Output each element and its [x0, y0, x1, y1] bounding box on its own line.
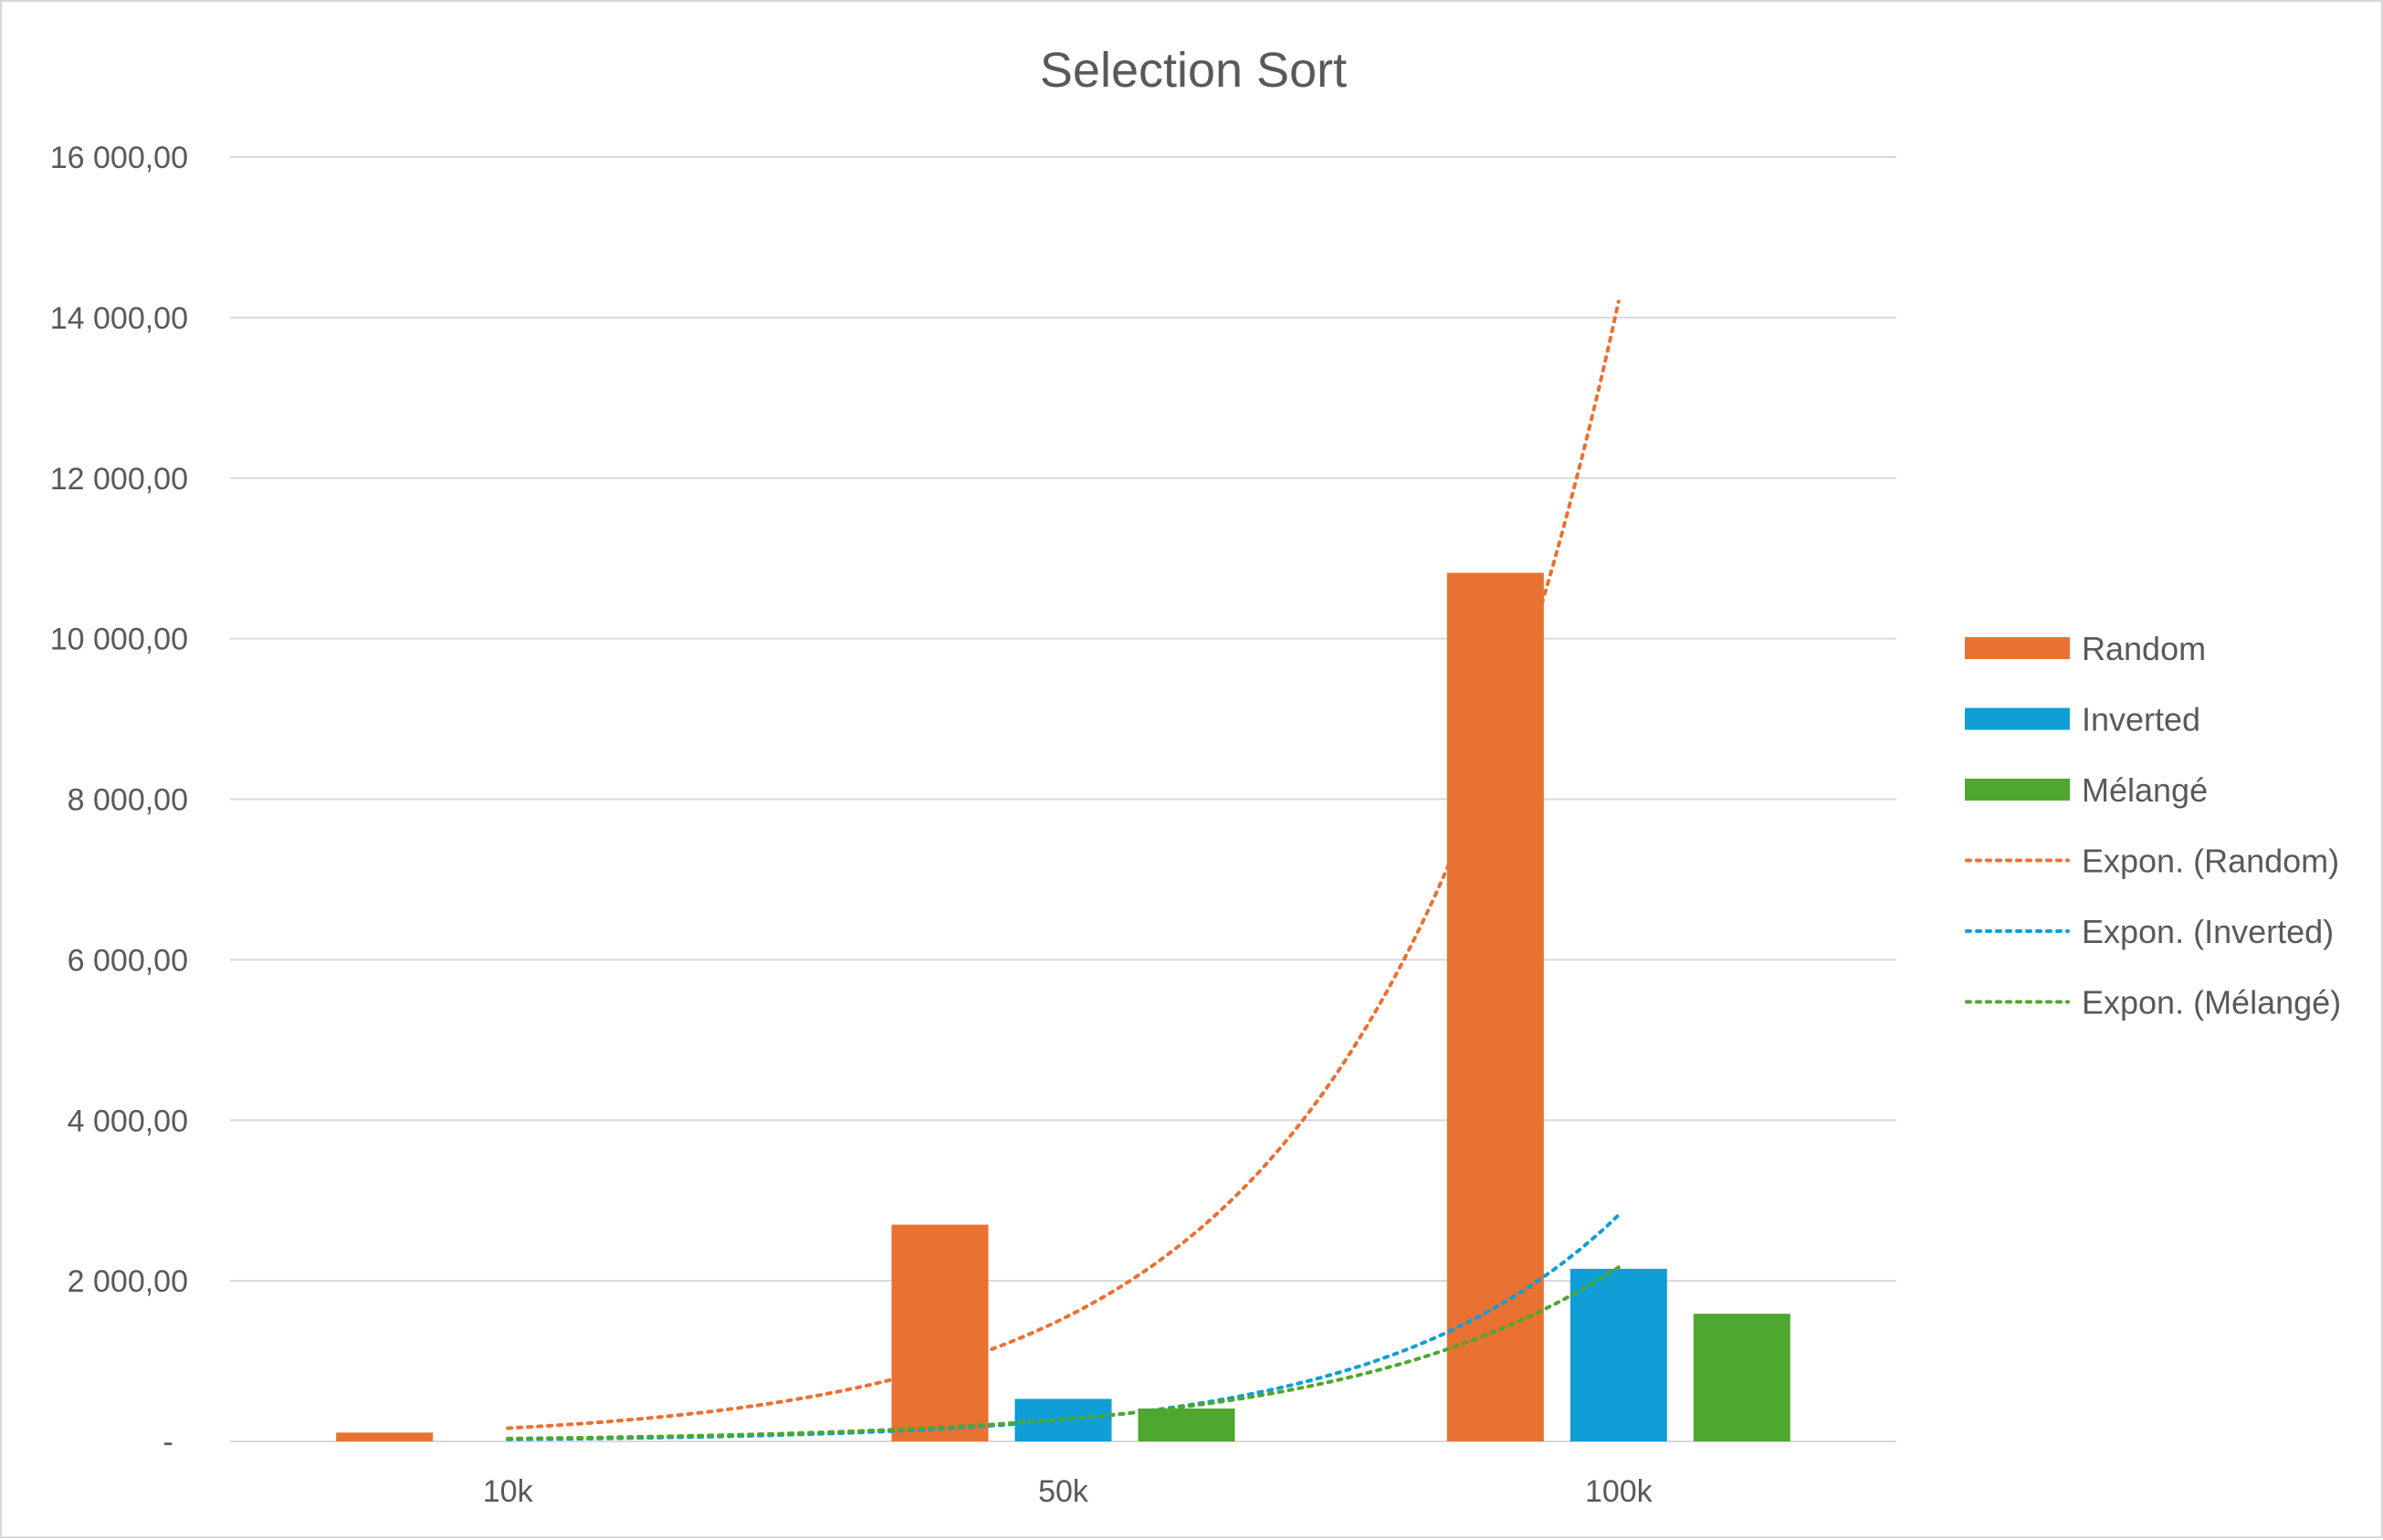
x-tick-label: 50k: [1038, 1474, 1089, 1509]
y-tick-label: 4 000,00: [68, 1104, 188, 1138]
bar-random-10k: [336, 1432, 434, 1441]
legend-swatch-2: [1965, 779, 2070, 801]
bars: [336, 572, 1790, 1441]
gridlines: [230, 156, 1896, 1442]
trendlines: [506, 299, 1621, 1441]
trendline-2: [506, 1265, 1621, 1440]
legend-label: Expon. (Mélangé): [2082, 984, 2341, 1021]
y-tick-label: 6 000,00: [68, 943, 188, 978]
y-tick-label: 10 000,00: [50, 623, 188, 657]
bar-m-lang--100k: [1693, 1314, 1790, 1441]
legend-label: Expon. (Random): [2082, 843, 2339, 880]
legend-label: Inverted: [2082, 701, 2200, 739]
y-tick-label: 16 000,00: [50, 141, 188, 175]
y-tick-label: -: [163, 1425, 173, 1460]
bar-m-lang--50k: [1138, 1408, 1235, 1441]
bar-random-50k: [891, 1224, 989, 1441]
legend-swatch-1: [1965, 707, 2070, 730]
y-tick-label: 12 000,00: [50, 462, 188, 497]
x-tick-label: 10k: [483, 1474, 534, 1509]
legend-swatch-0: [1965, 637, 2070, 659]
y-tick-label: 14 000,00: [50, 301, 188, 336]
y-tick-label: 8 000,00: [68, 783, 188, 818]
y-tick-label: 2 000,00: [68, 1264, 188, 1299]
x-tick-label: 100k: [1585, 1474, 1653, 1509]
legend-label: Random: [2082, 630, 2206, 667]
trendline-0: [506, 299, 1621, 1430]
chart-title: Selection Sort: [1040, 43, 1347, 98]
x-axis-tick-labels: 10k 50k 100k: [483, 1474, 1653, 1509]
bar-random-100k: [1446, 572, 1544, 1441]
y-axis-tick-labels: - 2 000,00 4 000,00 6 000,00 8 000,00 10 000,…: [50, 141, 188, 1460]
legend-label: Expon. (Inverted): [2082, 913, 2334, 950]
legend-label: Mélangé: [2082, 771, 2208, 809]
legend: Random Inverted Mélangé Expon. (Random) Expo…: [1965, 630, 2341, 1021]
bar-inverted-100k: [1569, 1268, 1667, 1441]
